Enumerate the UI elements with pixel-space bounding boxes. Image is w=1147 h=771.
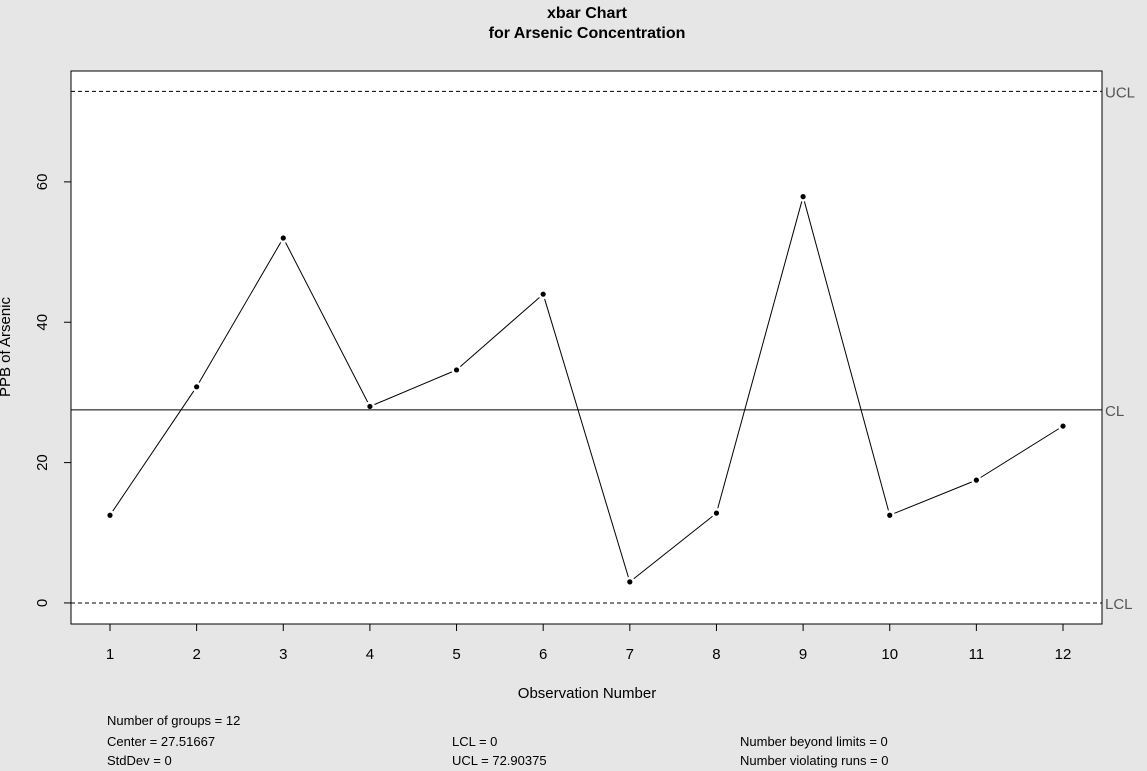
x-tick-label: 1	[106, 646, 114, 663]
x-axis: 1 2 3 4 5 6 7 8 9 10 11 12	[106, 624, 1072, 663]
x-tick-label: 4	[366, 646, 374, 663]
y-tick-label: 40	[34, 314, 51, 331]
series-segment	[198, 242, 282, 383]
chart-subtitle: for Arsenic Concentration	[489, 25, 686, 42]
series-segment	[374, 371, 453, 405]
x-tick-label: 9	[799, 646, 807, 663]
data-point	[800, 194, 806, 200]
data-point	[1060, 423, 1066, 429]
data-point	[540, 291, 546, 297]
series-segment	[633, 515, 713, 580]
data-point	[367, 403, 373, 410]
data-point	[713, 510, 720, 516]
stat-number-of-groups: Number of groups = 12	[107, 713, 240, 728]
stat-violating-runs: Number violating runs = 0	[740, 753, 889, 768]
x-tick-label: 10	[881, 646, 898, 663]
summary-statistics: Number of groups = 12 Center = 27.51667 …	[107, 713, 889, 768]
x-tick-label: 5	[452, 646, 460, 663]
y-axis: 0 20 40 60	[34, 174, 71, 607]
stat-lcl: LCL = 0	[452, 734, 497, 749]
chart-title: xbar Chart	[547, 5, 628, 22]
data-point	[627, 579, 633, 585]
stat-stddev: StdDev = 0	[107, 753, 172, 768]
series-segment	[544, 298, 629, 578]
data-point	[194, 384, 200, 390]
limit-label-cl: CL	[1105, 403, 1124, 420]
x-tick-label: 3	[279, 646, 287, 663]
y-tick-label: 20	[34, 454, 51, 471]
x-tick-label: 2	[192, 646, 200, 663]
x-tick-label: 8	[712, 646, 720, 663]
x-tick-label: 7	[626, 646, 634, 663]
series-segment	[980, 428, 1060, 478]
series-segment	[285, 242, 369, 403]
series-layer	[107, 194, 1066, 585]
data-point	[280, 235, 286, 241]
x-tick-label: 12	[1055, 646, 1072, 663]
series-segment	[112, 390, 195, 512]
x-tick-label: 11	[969, 646, 985, 663]
limit-label-lcl: LCL	[1105, 596, 1133, 613]
x-axis-label: Observation Number	[518, 685, 656, 702]
series-segment	[894, 481, 972, 514]
series-segment	[717, 201, 803, 509]
data-point	[453, 367, 460, 373]
x-tick-label: 6	[539, 646, 547, 663]
data-point	[887, 512, 893, 518]
plot-area	[70, 70, 1103, 625]
data-point	[973, 477, 979, 483]
control-limit-lines: UCL CL LCL	[71, 84, 1135, 613]
series-segment	[459, 297, 540, 368]
y-tick-label: 60	[34, 174, 51, 191]
series-segment	[803, 201, 889, 511]
limit-label-ucl: UCL	[1105, 84, 1135, 101]
y-axis-label: PPB of Arsenic	[0, 296, 14, 397]
stat-beyond-limits: Number beyond limits = 0	[740, 734, 888, 749]
y-tick-label: 0	[34, 599, 51, 607]
stat-center: Center = 27.51667	[107, 734, 215, 749]
data-point	[107, 512, 113, 518]
stat-ucl: UCL = 72.90375	[452, 753, 547, 768]
